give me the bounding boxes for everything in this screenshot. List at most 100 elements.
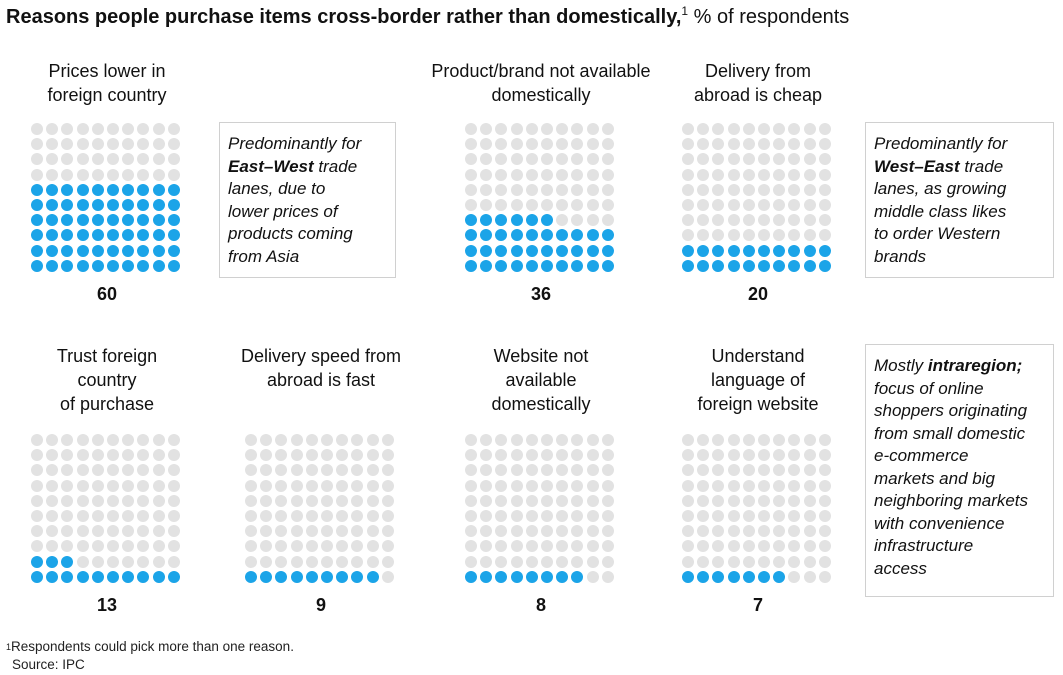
waffle-dot-empty — [137, 510, 150, 522]
waffle-dot-empty — [758, 449, 770, 462]
waffle-dot-empty — [712, 510, 725, 522]
waffle-dot-filled — [152, 183, 165, 196]
waffle-dot-empty — [682, 214, 694, 227]
waffle-dot-empty — [682, 123, 694, 135]
waffle-dot-filled — [712, 244, 725, 257]
waffle-dot-empty — [571, 555, 584, 568]
panel-label-line: available — [505, 370, 577, 390]
waffle-dot-empty — [727, 229, 740, 242]
waffle-dot-empty — [541, 123, 553, 135]
waffle-dot-filled — [541, 244, 553, 257]
waffle-dot-empty — [495, 540, 508, 553]
waffle-dot-empty — [61, 138, 74, 151]
waffle-dot-empty — [137, 479, 150, 492]
waffle-dot-filled — [122, 214, 135, 227]
waffle-dot-empty — [381, 510, 394, 522]
waffle-dot-filled — [697, 244, 710, 257]
waffle-dot-filled — [510, 244, 523, 257]
waffle-dot-empty — [697, 449, 710, 462]
waffle-dot-empty — [803, 494, 816, 507]
waffle-dot-filled — [586, 229, 599, 242]
panel-label-line: foreign country — [47, 85, 167, 105]
waffle-dot-empty — [818, 494, 831, 507]
waffle-dot-filled — [76, 183, 89, 196]
waffle-dot-empty — [571, 540, 584, 553]
panel-label-line: Delivery speed from — [240, 346, 402, 366]
waffle-dot-filled — [480, 244, 493, 257]
waffle-dot-empty — [525, 123, 538, 135]
waffle-dot-empty — [275, 449, 288, 462]
waffle-grid — [245, 434, 397, 586]
waffle-dot-empty — [818, 510, 831, 522]
waffle-dot-empty — [758, 434, 770, 446]
waffle-dot-filled — [122, 183, 135, 196]
waffle-dot-empty — [465, 168, 477, 181]
waffle-dot-empty — [712, 153, 725, 166]
waffle-dot-empty — [122, 494, 135, 507]
panel-value: 36 — [530, 284, 552, 304]
note-text: trade — [959, 156, 1004, 176]
waffle-dot-empty — [788, 449, 801, 462]
waffle-dot-empty — [76, 494, 89, 507]
waffle-dot-empty — [788, 525, 801, 538]
waffle-dot-empty — [697, 229, 710, 242]
waffle-dot-filled — [758, 570, 770, 583]
waffle-dot-empty — [758, 183, 770, 196]
waffle-dot-empty — [556, 138, 569, 151]
waffle-dot-empty — [510, 540, 523, 553]
waffle-dot-empty — [742, 540, 755, 553]
waffle-dot-empty — [381, 464, 394, 477]
waffle-dot-empty — [773, 494, 786, 507]
waffle-dot-empty — [245, 434, 257, 446]
waffle-dot-empty — [773, 153, 786, 166]
panel-value: 13 — [96, 595, 118, 615]
panel-label-line: domestically — [491, 85, 591, 105]
waffle-dot-filled — [556, 244, 569, 257]
waffle-dot-empty — [46, 464, 59, 477]
waffle-dot-empty — [351, 464, 364, 477]
note-text: brands — [874, 246, 926, 266]
waffle-dot-empty — [727, 199, 740, 211]
waffle-dot-empty — [76, 168, 89, 181]
waffle-dot-empty — [381, 540, 394, 553]
waffle-dot-empty — [245, 555, 257, 568]
waffle-dot-empty — [305, 449, 318, 462]
waffle-dot-empty — [525, 199, 538, 211]
waffle-dot-empty — [773, 434, 786, 446]
waffle-dot-filled — [61, 214, 74, 227]
waffle-dot-empty — [758, 494, 770, 507]
waffle-dot-filled — [152, 229, 165, 242]
waffle-dot-empty — [586, 199, 599, 211]
waffle-dot-filled — [510, 214, 523, 227]
waffle-dot-empty — [586, 479, 599, 492]
waffle-dot-empty — [31, 449, 43, 462]
waffle-dot-empty — [712, 540, 725, 553]
waffle-dot-empty — [601, 540, 614, 553]
waffle-dot-filled — [167, 183, 180, 196]
waffle-dot-empty — [742, 138, 755, 151]
waffle-dot-empty — [122, 555, 135, 568]
note-text: from small domestic — [874, 423, 1026, 443]
waffle-dot-empty — [260, 434, 273, 446]
waffle-dot-filled — [480, 214, 493, 227]
waffle-dot-empty — [167, 464, 180, 477]
waffle-dot-filled — [727, 244, 740, 257]
waffle-dot-filled — [556, 570, 569, 583]
waffle-dot-empty — [788, 510, 801, 522]
waffle-dot-empty — [742, 479, 755, 492]
waffle-dot-empty — [465, 138, 477, 151]
waffle-dot-empty — [31, 153, 43, 166]
note-text: Mostly — [874, 356, 928, 375]
waffle-grid — [682, 123, 834, 275]
waffle-dot-filled — [601, 244, 614, 257]
waffle-dot-empty — [727, 525, 740, 538]
waffle-dot-empty — [510, 168, 523, 181]
waffle-dot-empty — [682, 494, 694, 507]
waffle-dot-empty — [818, 138, 831, 151]
waffle-dot-filled — [541, 259, 553, 272]
waffle-dot-filled — [480, 259, 493, 272]
waffle-dot-empty — [697, 138, 710, 151]
waffle-dot-empty — [167, 434, 180, 446]
waffle-dot-empty — [366, 525, 379, 538]
waffle-dot-filled — [697, 570, 710, 583]
